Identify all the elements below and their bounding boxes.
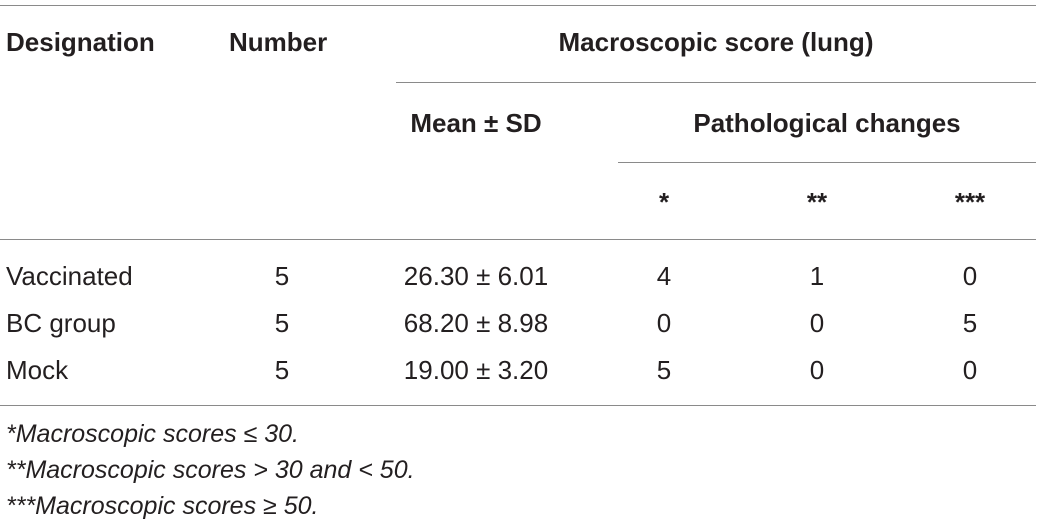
footnote: **Macroscopic scores > 30 and < 50. <box>6 456 415 484</box>
cell-double-star: 0 <box>809 308 825 338</box>
cell-number: 5 <box>274 355 290 385</box>
header-number: Number <box>229 27 328 57</box>
header-star-2: ** <box>806 187 828 217</box>
cell-designation: BC group <box>6 308 116 338</box>
cell-single-star: 5 <box>656 355 672 385</box>
header-designation: Designation <box>6 27 155 57</box>
cell-triple-star: 0 <box>962 261 978 291</box>
macroscopic-underline <box>396 82 1036 83</box>
cell-double-star: 1 <box>809 261 825 291</box>
cell-single-star: 4 <box>656 261 672 291</box>
footnote: *Macroscopic scores ≤ 30. <box>6 420 299 448</box>
cell-triple-star: 0 <box>962 355 978 385</box>
cell-designation: Mock <box>6 355 69 385</box>
cell-single-star: 0 <box>656 308 672 338</box>
body-bottom-rule <box>0 405 1036 406</box>
cell-number: 5 <box>274 308 290 338</box>
cell-triple-star: 5 <box>962 308 978 338</box>
header-mean-sd: Mean ± SD <box>410 108 542 138</box>
header-bottom-rule <box>0 239 1036 240</box>
cell-number: 5 <box>274 261 290 291</box>
cell-mean-sd: 68.20 ± 8.98 <box>403 308 549 338</box>
cell-mean-sd: 26.30 ± 6.01 <box>403 261 549 291</box>
footnote: ***Macroscopic scores ≥ 50. <box>6 492 319 520</box>
header-macroscopic-score: Macroscopic score (lung) <box>558 27 874 57</box>
header-star-1: * <box>658 187 670 217</box>
pathological-underline <box>618 162 1036 163</box>
top-rule <box>0 5 1036 6</box>
cell-mean-sd: 19.00 ± 3.20 <box>403 355 549 385</box>
cell-double-star: 0 <box>809 355 825 385</box>
cell-designation: Vaccinated <box>6 261 133 291</box>
header-pathological-changes: Pathological changes <box>693 108 961 138</box>
header-star-3: *** <box>954 187 986 217</box>
